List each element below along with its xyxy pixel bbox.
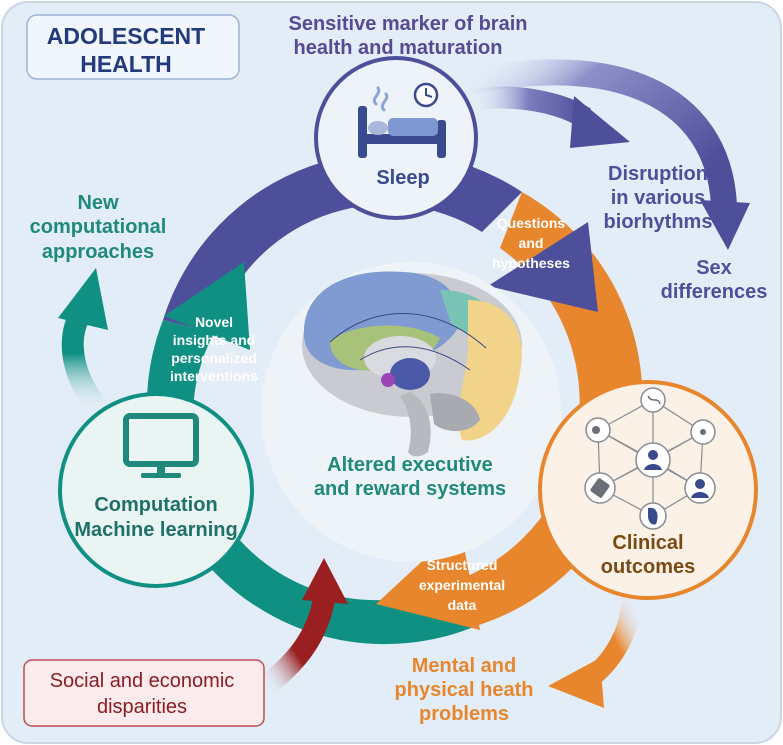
sleep-label: Sleep — [376, 167, 429, 189]
novel-line-4: interventions — [170, 368, 258, 384]
arrow-to-mental-problems — [548, 597, 642, 708]
computation-node: Computation Machine learning — [58, 392, 254, 588]
sleep-node: Sleep — [314, 56, 478, 220]
top-note-line-1: Sensitive marker of brain — [289, 13, 528, 35]
computation-line-2: Machine learning — [74, 519, 237, 541]
title-line-2: HEALTH — [80, 51, 172, 77]
mental-line-3: problems — [419, 703, 509, 725]
ring-arrowhead-teal — [164, 262, 250, 350]
disruption-line-3: biorhythms — [604, 211, 713, 233]
novel-line-1: Novel — [195, 314, 233, 330]
arrow-to-disruption — [470, 86, 630, 148]
computation-line-1: Computation — [94, 494, 217, 516]
dna-icon — [647, 395, 661, 405]
arrow-to-sex-differences — [467, 59, 750, 250]
new-approaches-line-3: approaches — [42, 241, 154, 263]
structured-line-3: data — [448, 597, 477, 613]
organ-icon — [648, 507, 658, 525]
questions-line-1: Questions — [497, 215, 566, 231]
molecule-icon — [700, 429, 706, 435]
structured-line-1: Structured — [427, 557, 498, 573]
title-box — [26, 14, 240, 80]
computer-monitor-icon — [123, 413, 199, 478]
title-line-1: ADOLESCENT — [47, 23, 205, 49]
bed-icon — [358, 86, 446, 158]
sex-differences-line-2: differences — [661, 281, 768, 303]
brain-icon — [302, 271, 522, 457]
network-nodes — [584, 387, 716, 530]
virus-icon — [592, 426, 600, 434]
new-approaches-line-1: New — [77, 192, 119, 214]
new-approaches-line-2: computational — [30, 216, 167, 238]
questions-line-3: hypotheses — [492, 255, 570, 271]
ring-segment-teal — [146, 320, 477, 645]
center-line-1: Altered executive — [327, 454, 493, 476]
phone-icon — [590, 478, 610, 498]
sex-differences-line-1: Sex — [696, 257, 732, 279]
arrow-from-social-disparities — [259, 558, 348, 695]
questions-line-2: and — [519, 235, 544, 251]
arrow-to-new-approaches — [58, 268, 109, 418]
clinical-line-1: Clinical — [612, 532, 683, 554]
social-line-1: Social and economic — [50, 670, 235, 692]
clock-icon — [413, 82, 439, 108]
novel-line-3: personalized — [171, 350, 257, 366]
clinical-line-2: outcomes — [601, 556, 695, 578]
mental-line-1: Mental and — [412, 655, 516, 677]
structured-line-2: experimental — [419, 577, 505, 593]
mental-line-2: physical heath — [395, 679, 534, 701]
novel-line-2: insights and — [173, 332, 255, 348]
clinical-node: Clinical outcomes — [538, 380, 758, 600]
social-line-2: disparities — [97, 696, 187, 718]
person-icon — [695, 479, 705, 489]
ring-arrowhead-purple — [488, 222, 598, 312]
disruption-line-2: in various — [611, 187, 705, 209]
center-line-2: and reward systems — [314, 478, 506, 500]
disruption-line-1: Disruption — [608, 163, 708, 185]
social-disparities-box — [23, 659, 265, 727]
top-note-line-2: health and maturation — [294, 37, 503, 59]
person-icon — [648, 450, 658, 460]
